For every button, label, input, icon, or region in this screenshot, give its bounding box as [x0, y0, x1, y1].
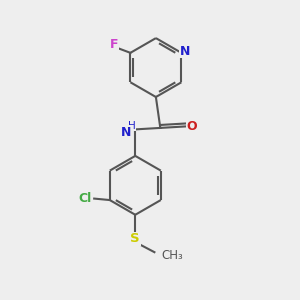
Text: Cl: Cl — [79, 192, 92, 205]
Text: CH₃: CH₃ — [161, 249, 183, 262]
Text: O: O — [187, 120, 197, 133]
Text: N: N — [180, 45, 190, 58]
Text: F: F — [110, 38, 118, 50]
Text: H: H — [128, 121, 136, 131]
Text: S: S — [130, 232, 140, 245]
Text: N: N — [121, 126, 132, 139]
